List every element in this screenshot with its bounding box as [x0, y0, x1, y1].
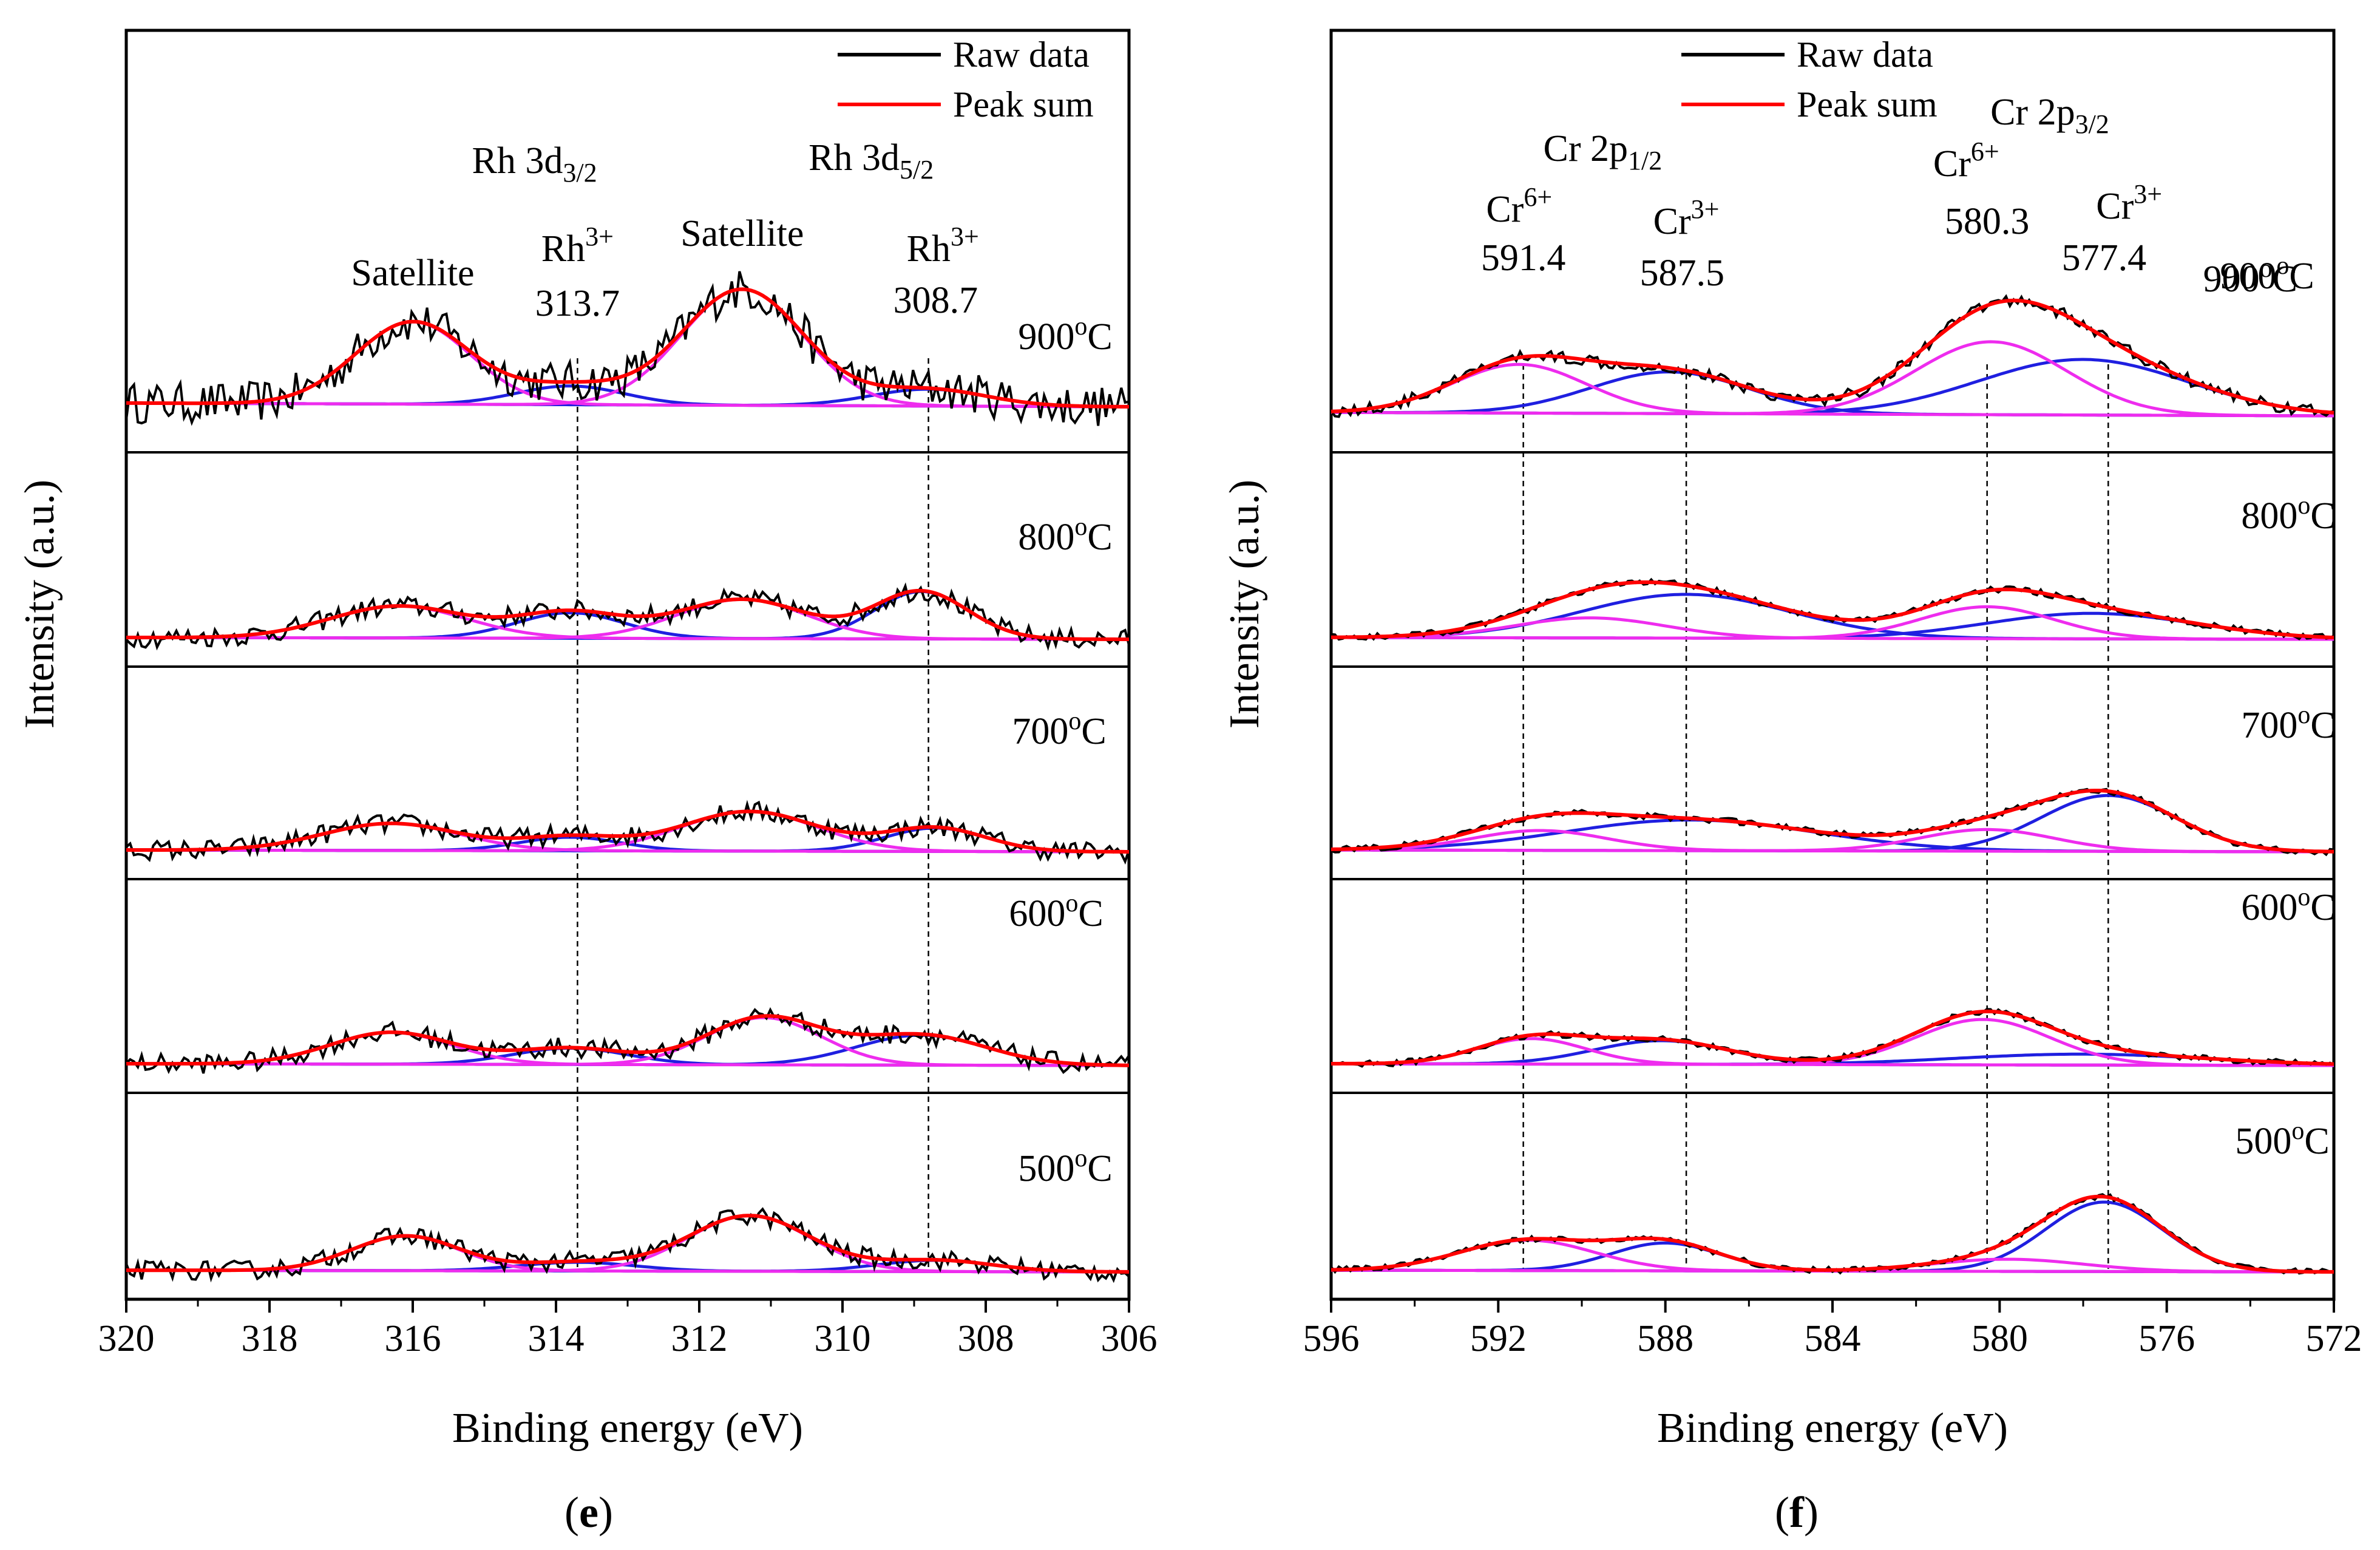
temperature-label: 800oC [2241, 492, 2335, 537]
x-tick-label: 320 [98, 1318, 155, 1359]
component-satellite-fit [126, 288, 1129, 409]
x-tick-label: 584 [1805, 1318, 1861, 1359]
peak-sum-line [1331, 1009, 2334, 1066]
component-satellite-fit [1331, 828, 2334, 854]
subplot-500: 500oC [1330, 1117, 2334, 1275]
component-satellite-fit [1331, 340, 2334, 418]
x-tick-label: 314 [528, 1318, 585, 1359]
panel-label: (f) [1775, 1488, 1819, 1537]
peak-annotation: Cr3+ [2096, 179, 2162, 227]
temperature-label: 600oC [2241, 883, 2335, 928]
peak-sum-line [126, 588, 1129, 641]
peak-annotation: Rh3+ [541, 222, 614, 270]
peak-sum-line [1331, 789, 2334, 854]
peak-annotation: Cr 2p1/2 [1544, 128, 1663, 175]
x-tick-label: 318 [242, 1318, 298, 1359]
subplot-600: 600oC [125, 889, 1130, 1075]
subplot-600: 600oC [1331, 883, 2336, 1068]
peak-annotation: 308.7 [893, 280, 978, 321]
temperature-label: 500oC [1018, 1144, 1112, 1189]
x-tick-label: 596 [1303, 1318, 1360, 1359]
legend-label: Raw data [953, 35, 1090, 75]
temperature-label: 600oC [1009, 889, 1103, 934]
peak-annotation: 577.4 [2062, 237, 2147, 279]
panel-label: (e) [564, 1488, 613, 1537]
subplot-800: 800oC [125, 513, 1130, 651]
peak-sum-line [126, 1214, 1129, 1274]
peak-sum-line [126, 809, 1129, 854]
temperature-label: 700oC [2241, 701, 2335, 746]
peak-annotation: Cr6+ [1933, 137, 1999, 185]
x-tick-label: 316 [385, 1318, 441, 1359]
peak-annotation: 580.3 [1945, 201, 2030, 242]
component-satellite-fit [126, 1214, 1129, 1274]
y-axis-label: Intensity (a.u.) [16, 480, 63, 729]
x-tick-label: 312 [671, 1318, 728, 1359]
plot-frame [124, 29, 1131, 1301]
peak-annotation: Rh 3d3/2 [472, 140, 597, 188]
temperature-label: 800oC [1018, 513, 1112, 558]
subplot-700: 700oC [1331, 701, 2336, 857]
peak-annotation: 313.7 [535, 283, 620, 324]
peak-sum-line [1331, 1194, 2334, 1274]
peak-annotation: Cr6+ [1486, 182, 1552, 230]
x-axis-label: Binding energy (eV) [452, 1405, 803, 1452]
x-tick-label: 306 [1101, 1318, 1158, 1359]
x-tick-label: 308 [958, 1318, 1014, 1359]
panel-f: 596 592 588 584 580 576 572 Binding energy (eV)… [1221, 29, 2362, 1537]
x-tick-label: 592 [1470, 1318, 1527, 1359]
x-tick-label: 588 [1637, 1318, 1693, 1359]
subplot-500: 500oC [125, 1144, 1130, 1283]
component-cr3-rh-fit [1331, 1200, 2334, 1274]
x-tick-label: 572 [2306, 1318, 2362, 1359]
peak-sum-line [1331, 298, 2334, 415]
component-satellite-fit [126, 1016, 1129, 1067]
peak-sum-line [1331, 580, 2334, 640]
panel-e: 320 318 316 314 312 310 308 306 Binding energy (… [16, 29, 1158, 1537]
raw-data-line [125, 582, 1130, 651]
component-satellite-fit [1331, 362, 2334, 418]
x-tick-label: 580 [1971, 1318, 2028, 1359]
raw-data-line [125, 271, 1130, 426]
legend-label: Peak sum [953, 84, 1094, 124]
legend-label: Peak sum [1797, 84, 1938, 124]
plot-frame [1329, 29, 2336, 1301]
peak-sum-line [126, 287, 1129, 409]
x-tick-label: 310 [815, 1318, 871, 1359]
temperature-label: 700oC [1012, 707, 1106, 752]
peak-annotation: Cr3+ [1653, 194, 1720, 242]
peak-annotation: 587.5 [1639, 253, 1724, 294]
peak-annotation: Satellite [680, 213, 804, 254]
temperature-label: 900oC [1018, 313, 1112, 358]
raw-data-line [125, 1207, 1130, 1283]
component-satellite-fit [1331, 1018, 2334, 1067]
subplot-700: 700oC [125, 707, 1130, 865]
subplot-900: 900oC [125, 271, 1130, 426]
raw-data-line [1330, 1193, 2334, 1275]
temperature-label: 900oC [2220, 252, 2314, 297]
temperature-label: 500oC [2235, 1117, 2329, 1162]
peak-annotation: 591.4 [1481, 237, 1566, 279]
peak-annotation: Satellite [351, 253, 474, 294]
peak-sum-line [126, 1014, 1129, 1067]
x-tick-label: 576 [2138, 1318, 2195, 1359]
component-satellite-fit [126, 597, 1129, 641]
subplot-900: 900oC [1330, 252, 2334, 418]
y-axis-label: Intensity (a.u.) [1221, 480, 1268, 729]
legend-label: Raw data [1797, 35, 1933, 75]
peak-annotation: Rh3+ [907, 222, 979, 270]
subplot-800: 800oC [1331, 492, 2336, 641]
peak-annotation: Cr 2p3/2 [1990, 92, 2109, 139]
peak-annotation: Rh 3d5/2 [809, 137, 934, 185]
temperature-label-900: 900oC [2203, 255, 2297, 300]
component-satellite-fit [1331, 605, 2334, 641]
x-axis-label: Binding energy (eV) [1657, 1405, 2008, 1452]
